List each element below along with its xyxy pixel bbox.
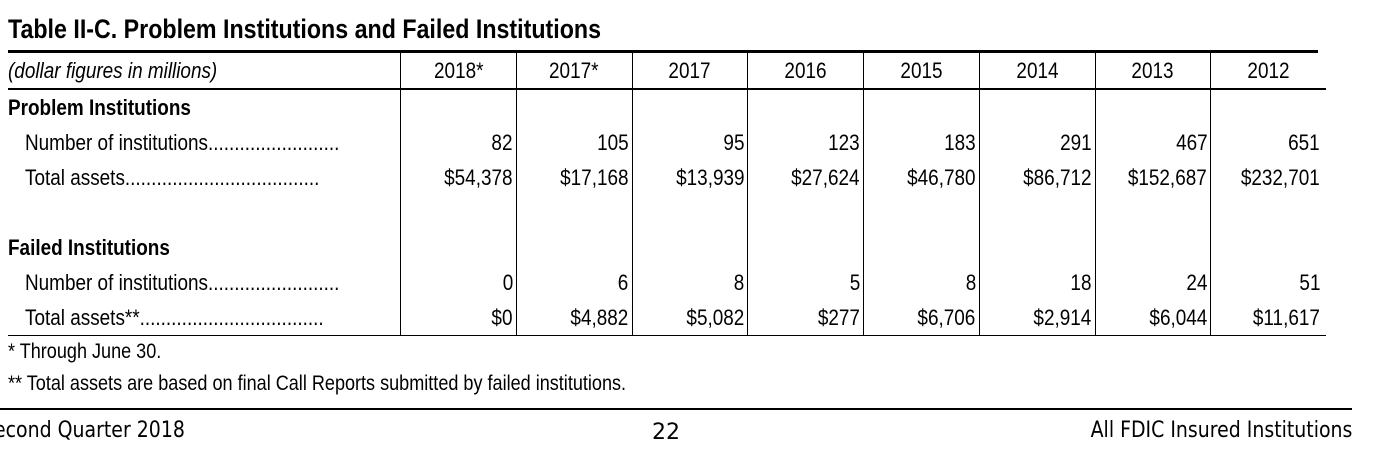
section-heading-problem: Problem Institutions (8, 94, 191, 120)
table-row-failed-number: Number of institutions..................… (8, 265, 1326, 300)
cell: 8 (863, 265, 980, 300)
cell: 95 (631, 125, 748, 160)
cell: $277 (747, 300, 864, 336)
data-table: (dollar figures in millions) 2018* 2017*… (8, 53, 1326, 336)
section-row-failed: Failed Institutions (8, 230, 1326, 265)
cell: $6,706 (863, 300, 980, 336)
col-header: 2017 (631, 53, 748, 90)
col-header: 2017* (515, 53, 632, 90)
row-label: Total assets**..........................… (8, 300, 401, 336)
cell: $4,882 (515, 300, 632, 336)
cell: 8 (631, 265, 748, 300)
units-label: (dollar figures in millions) (8, 53, 401, 90)
footer-publication: All FDIC Insured Institutions (1090, 418, 1352, 443)
cell: 24 (1094, 265, 1211, 300)
cell: $11,617 (1210, 300, 1326, 336)
cell: 51 (1210, 265, 1326, 300)
title-rule (8, 50, 1318, 53)
section-row-problem: Problem Institutions (8, 89, 1326, 125)
cell: 123 (747, 125, 864, 160)
row-label: Number of institutions..................… (25, 269, 340, 295)
footer-rule (0, 408, 1352, 410)
cell: 183 (863, 125, 980, 160)
col-header: 2014 (978, 53, 1095, 90)
footer-quarter: econd Quarter 2018 (0, 418, 185, 443)
cell: $17,168 (515, 160, 632, 195)
cell: 0 (400, 265, 517, 300)
table-title: Table II-C. Problem Institutions and Fai… (8, 14, 601, 44)
cell: 467 (1094, 125, 1211, 160)
cell: $2,914 (978, 300, 1095, 336)
cell: 5 (747, 265, 864, 300)
col-header: 2018* (400, 53, 517, 90)
col-header: 2013 (1094, 53, 1211, 90)
cell: 82 (400, 125, 517, 160)
col-header: 2015 (863, 53, 980, 90)
header-row: (dollar figures in millions) 2018* 2017*… (8, 53, 1326, 90)
cell: $86,712 (978, 160, 1095, 195)
row-label: Number of institutions..................… (25, 129, 340, 155)
spacer-row (8, 195, 1326, 230)
row-label: Total assets............................… (25, 164, 320, 190)
table-row-problem-assets: Total assets............................… (8, 160, 1326, 195)
section-heading-failed: Failed Institutions (8, 234, 170, 260)
cell: $0 (400, 300, 517, 336)
table-row-problem-number: Number of institutions..................… (8, 125, 1326, 160)
cell: $5,082 (631, 300, 748, 336)
cell: 18 (978, 265, 1095, 300)
footnote-through-june: * Through June 30. (8, 340, 162, 363)
col-header: 2012 (1210, 53, 1326, 90)
cell: $46,780 (863, 160, 980, 195)
cell: $6,044 (1094, 300, 1211, 336)
cell: 651 (1210, 125, 1326, 160)
table-row-failed-assets: Total assets**..........................… (8, 300, 1326, 336)
cell: 105 (515, 125, 632, 160)
cell: $152,687 (1094, 160, 1211, 195)
cell: $27,624 (747, 160, 864, 195)
col-header: 2016 (747, 53, 864, 90)
cell: 291 (978, 125, 1095, 160)
cell: $232,701 (1210, 160, 1326, 195)
page-number: 22 (652, 420, 680, 445)
cell: $54,378 (400, 160, 517, 195)
footnote-total-assets: ** Total assets are based on final Call … (8, 372, 627, 395)
cell: 6 (515, 265, 632, 300)
cell: $13,939 (631, 160, 748, 195)
